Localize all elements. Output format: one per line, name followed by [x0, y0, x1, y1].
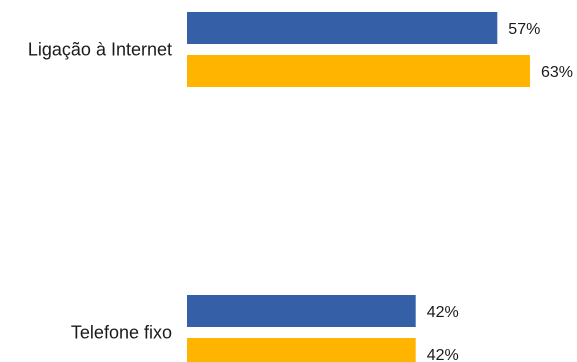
bars: [187, 12, 530, 362]
value-label-1-1: 42%: [427, 347, 459, 362]
bar-0-1: [187, 55, 530, 87]
bar-0-0: [187, 12, 498, 44]
value-label-1-0: 42%: [427, 304, 459, 321]
value-labels: 57% 63% 42% 42%: [427, 21, 573, 362]
category-label-telefone-fixo: Telefone fixo: [71, 323, 172, 343]
bar-1-1: [187, 338, 416, 362]
bar-1-0: [187, 295, 416, 327]
value-label-0-0: 57%: [508, 21, 540, 38]
value-label-0-1: 63%: [541, 64, 573, 81]
category-labels: Ligação à Internet Telefone fixo: [28, 40, 172, 343]
category-label-internet: Ligação à Internet: [28, 40, 172, 60]
